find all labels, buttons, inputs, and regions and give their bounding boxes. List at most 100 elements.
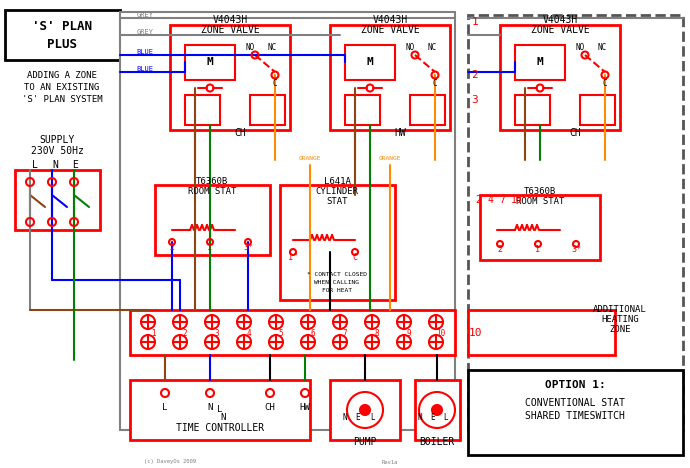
Text: PUMP: PUMP [353, 437, 377, 447]
Text: C: C [433, 79, 437, 88]
Text: CH: CH [234, 128, 246, 138]
Text: L: L [371, 414, 375, 423]
Text: C: C [273, 79, 277, 88]
Circle shape [360, 405, 370, 415]
Text: N: N [220, 414, 226, 423]
Text: NC: NC [268, 43, 277, 51]
Text: TO AN EXISTING: TO AN EXISTING [24, 82, 99, 92]
Text: NC: NC [598, 43, 607, 51]
Text: 2: 2 [170, 243, 175, 253]
Text: GREY: GREY [137, 12, 153, 18]
Text: PLUS: PLUS [47, 37, 77, 51]
Text: ZONE VALVE: ZONE VALVE [361, 25, 420, 35]
Text: NO: NO [575, 43, 584, 51]
Text: STAT: STAT [326, 197, 348, 205]
FancyBboxPatch shape [185, 45, 235, 80]
Text: ORANGE: ORANGE [299, 155, 322, 161]
Text: 1: 1 [150, 329, 155, 337]
Text: ZONE: ZONE [609, 326, 631, 335]
Text: 5: 5 [279, 329, 284, 337]
Text: ORANGE: ORANGE [379, 155, 402, 161]
Text: C: C [353, 254, 357, 263]
Text: 230V 50Hz: 230V 50Hz [30, 146, 83, 156]
Text: 9: 9 [406, 329, 411, 337]
FancyBboxPatch shape [130, 310, 455, 355]
Text: BOILER: BOILER [420, 437, 455, 447]
FancyBboxPatch shape [345, 45, 395, 80]
Text: BLUE: BLUE [137, 66, 153, 72]
Text: L: L [217, 405, 223, 415]
Text: 6: 6 [310, 329, 315, 337]
Text: 1: 1 [472, 17, 478, 27]
Text: C: C [602, 79, 607, 88]
Text: 8: 8 [375, 329, 380, 337]
FancyBboxPatch shape [500, 25, 620, 130]
FancyBboxPatch shape [415, 380, 460, 440]
Text: NC: NC [427, 43, 437, 51]
Text: ADDITIONAL: ADDITIONAL [593, 306, 647, 314]
Text: 3: 3 [215, 329, 219, 337]
Text: E: E [355, 414, 360, 423]
Text: 10: 10 [469, 328, 482, 338]
Text: T6360B: T6360B [524, 187, 556, 196]
Text: CH: CH [569, 128, 581, 138]
Text: M: M [366, 57, 373, 67]
Text: V4043H: V4043H [213, 15, 248, 25]
Text: ROOM STAT: ROOM STAT [188, 187, 236, 196]
FancyBboxPatch shape [480, 195, 600, 260]
Text: 7: 7 [343, 329, 347, 337]
Text: E: E [431, 414, 435, 423]
Text: 3*: 3* [571, 246, 581, 255]
FancyBboxPatch shape [468, 310, 615, 355]
Text: NO: NO [406, 43, 415, 51]
Text: FOR HEAT: FOR HEAT [322, 288, 352, 293]
Text: GREY: GREY [137, 29, 153, 35]
Text: V4043H: V4043H [542, 15, 578, 25]
Text: 10: 10 [511, 195, 523, 205]
Text: HW: HW [394, 128, 406, 138]
Text: NO: NO [246, 43, 255, 51]
Text: 1": 1" [288, 254, 298, 263]
Text: ROOM STAT: ROOM STAT [516, 197, 564, 205]
Text: HEATING: HEATING [601, 315, 639, 324]
Text: N: N [417, 414, 422, 423]
FancyBboxPatch shape [345, 95, 380, 125]
FancyBboxPatch shape [170, 25, 290, 130]
FancyBboxPatch shape [280, 185, 395, 300]
FancyBboxPatch shape [120, 12, 455, 430]
Text: 'S' PLAN: 'S' PLAN [32, 21, 92, 34]
Text: HW: HW [299, 403, 310, 412]
Text: T6360B: T6360B [196, 176, 228, 185]
Text: 3*: 3* [243, 243, 253, 253]
Text: 1: 1 [535, 246, 540, 255]
Text: 4: 4 [247, 329, 251, 337]
Text: N: N [52, 160, 58, 170]
Text: 2: 2 [475, 195, 481, 205]
Text: (c) DaveyOs 2009: (c) DaveyOs 2009 [144, 460, 196, 465]
Text: L641A: L641A [324, 176, 351, 185]
FancyBboxPatch shape [330, 380, 400, 440]
Text: OPTION 1:: OPTION 1: [544, 380, 605, 390]
Text: 1: 1 [208, 243, 213, 253]
FancyBboxPatch shape [330, 25, 450, 130]
FancyBboxPatch shape [185, 95, 220, 125]
Text: CONVENTIONAL STAT: CONVENTIONAL STAT [525, 398, 625, 408]
Circle shape [432, 405, 442, 415]
Text: ZONE VALVE: ZONE VALVE [531, 25, 589, 35]
Text: V4043H: V4043H [373, 15, 408, 25]
Text: L: L [444, 414, 448, 423]
Text: BLUE: BLUE [137, 49, 153, 55]
FancyBboxPatch shape [468, 370, 683, 455]
Text: Rev1a: Rev1a [382, 460, 398, 465]
FancyBboxPatch shape [130, 380, 310, 440]
Text: CYLINDER: CYLINDER [315, 187, 359, 196]
FancyBboxPatch shape [155, 185, 270, 255]
Text: L: L [32, 160, 38, 170]
Text: TIME CONTROLLER: TIME CONTROLLER [176, 423, 264, 433]
Text: ADDING A ZONE: ADDING A ZONE [27, 71, 97, 80]
Text: M: M [206, 57, 213, 67]
Text: N: N [207, 403, 213, 412]
Text: ZONE VALVE: ZONE VALVE [201, 25, 259, 35]
Text: SHARED TIMESWITCH: SHARED TIMESWITCH [525, 411, 625, 421]
FancyBboxPatch shape [515, 45, 565, 80]
